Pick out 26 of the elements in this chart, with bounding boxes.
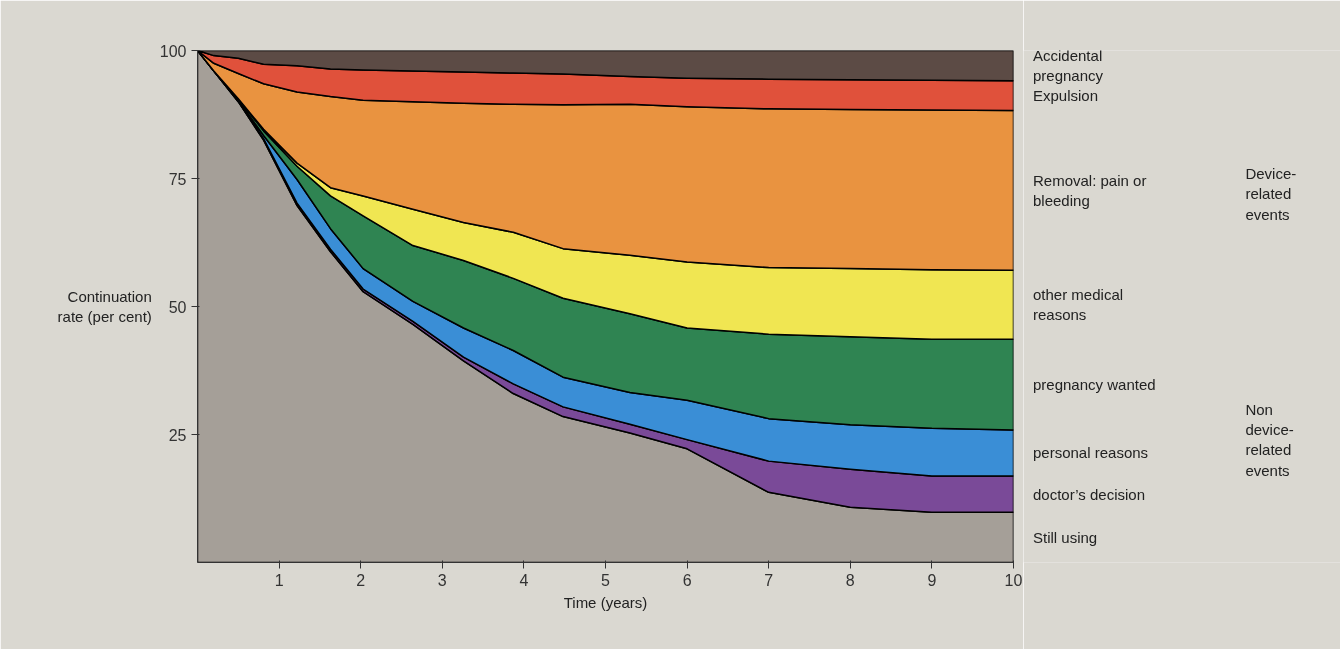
x-tick-label: 9 <box>927 571 937 589</box>
y-tick-label: 100 <box>159 42 187 60</box>
x-tick-label: 6 <box>682 571 692 589</box>
y-axis-title: Continuation rate (per cent) <box>57 287 152 326</box>
x-tick-label: 3 <box>437 571 447 589</box>
series-label: personal reasons <box>1033 444 1149 462</box>
series-label: pregnancy wanted <box>1033 376 1156 394</box>
series-label: Expulsion <box>1033 87 1099 105</box>
series-label: other medical reasons <box>1033 286 1124 324</box>
series-label: Removal: pain or bleeding <box>1033 171 1147 209</box>
x-tick-label: 5 <box>601 571 611 589</box>
y-tick-label: 50 <box>168 298 187 316</box>
x-tick-label: 2 <box>356 571 366 589</box>
x-tick-label: 4 <box>519 571 529 589</box>
text: Non device-related events <box>1245 400 1294 479</box>
x-tick-label: 10 <box>1004 571 1023 589</box>
series-label: Accidental pregnancy <box>1033 46 1104 85</box>
y-tick-label: 75 <box>168 170 187 188</box>
y-tick-label: 25 <box>168 426 187 444</box>
series-label: doctor’s decision <box>1033 485 1146 503</box>
x-tick-label: 8 <box>845 571 855 589</box>
x-tick-label: 7 <box>764 571 774 589</box>
x-axis-title: Time (years) <box>563 593 648 611</box>
x-tick-label: 1 <box>274 571 284 589</box>
text: Device-related events <box>1245 164 1297 223</box>
series-label: Still using <box>1033 528 1098 546</box>
